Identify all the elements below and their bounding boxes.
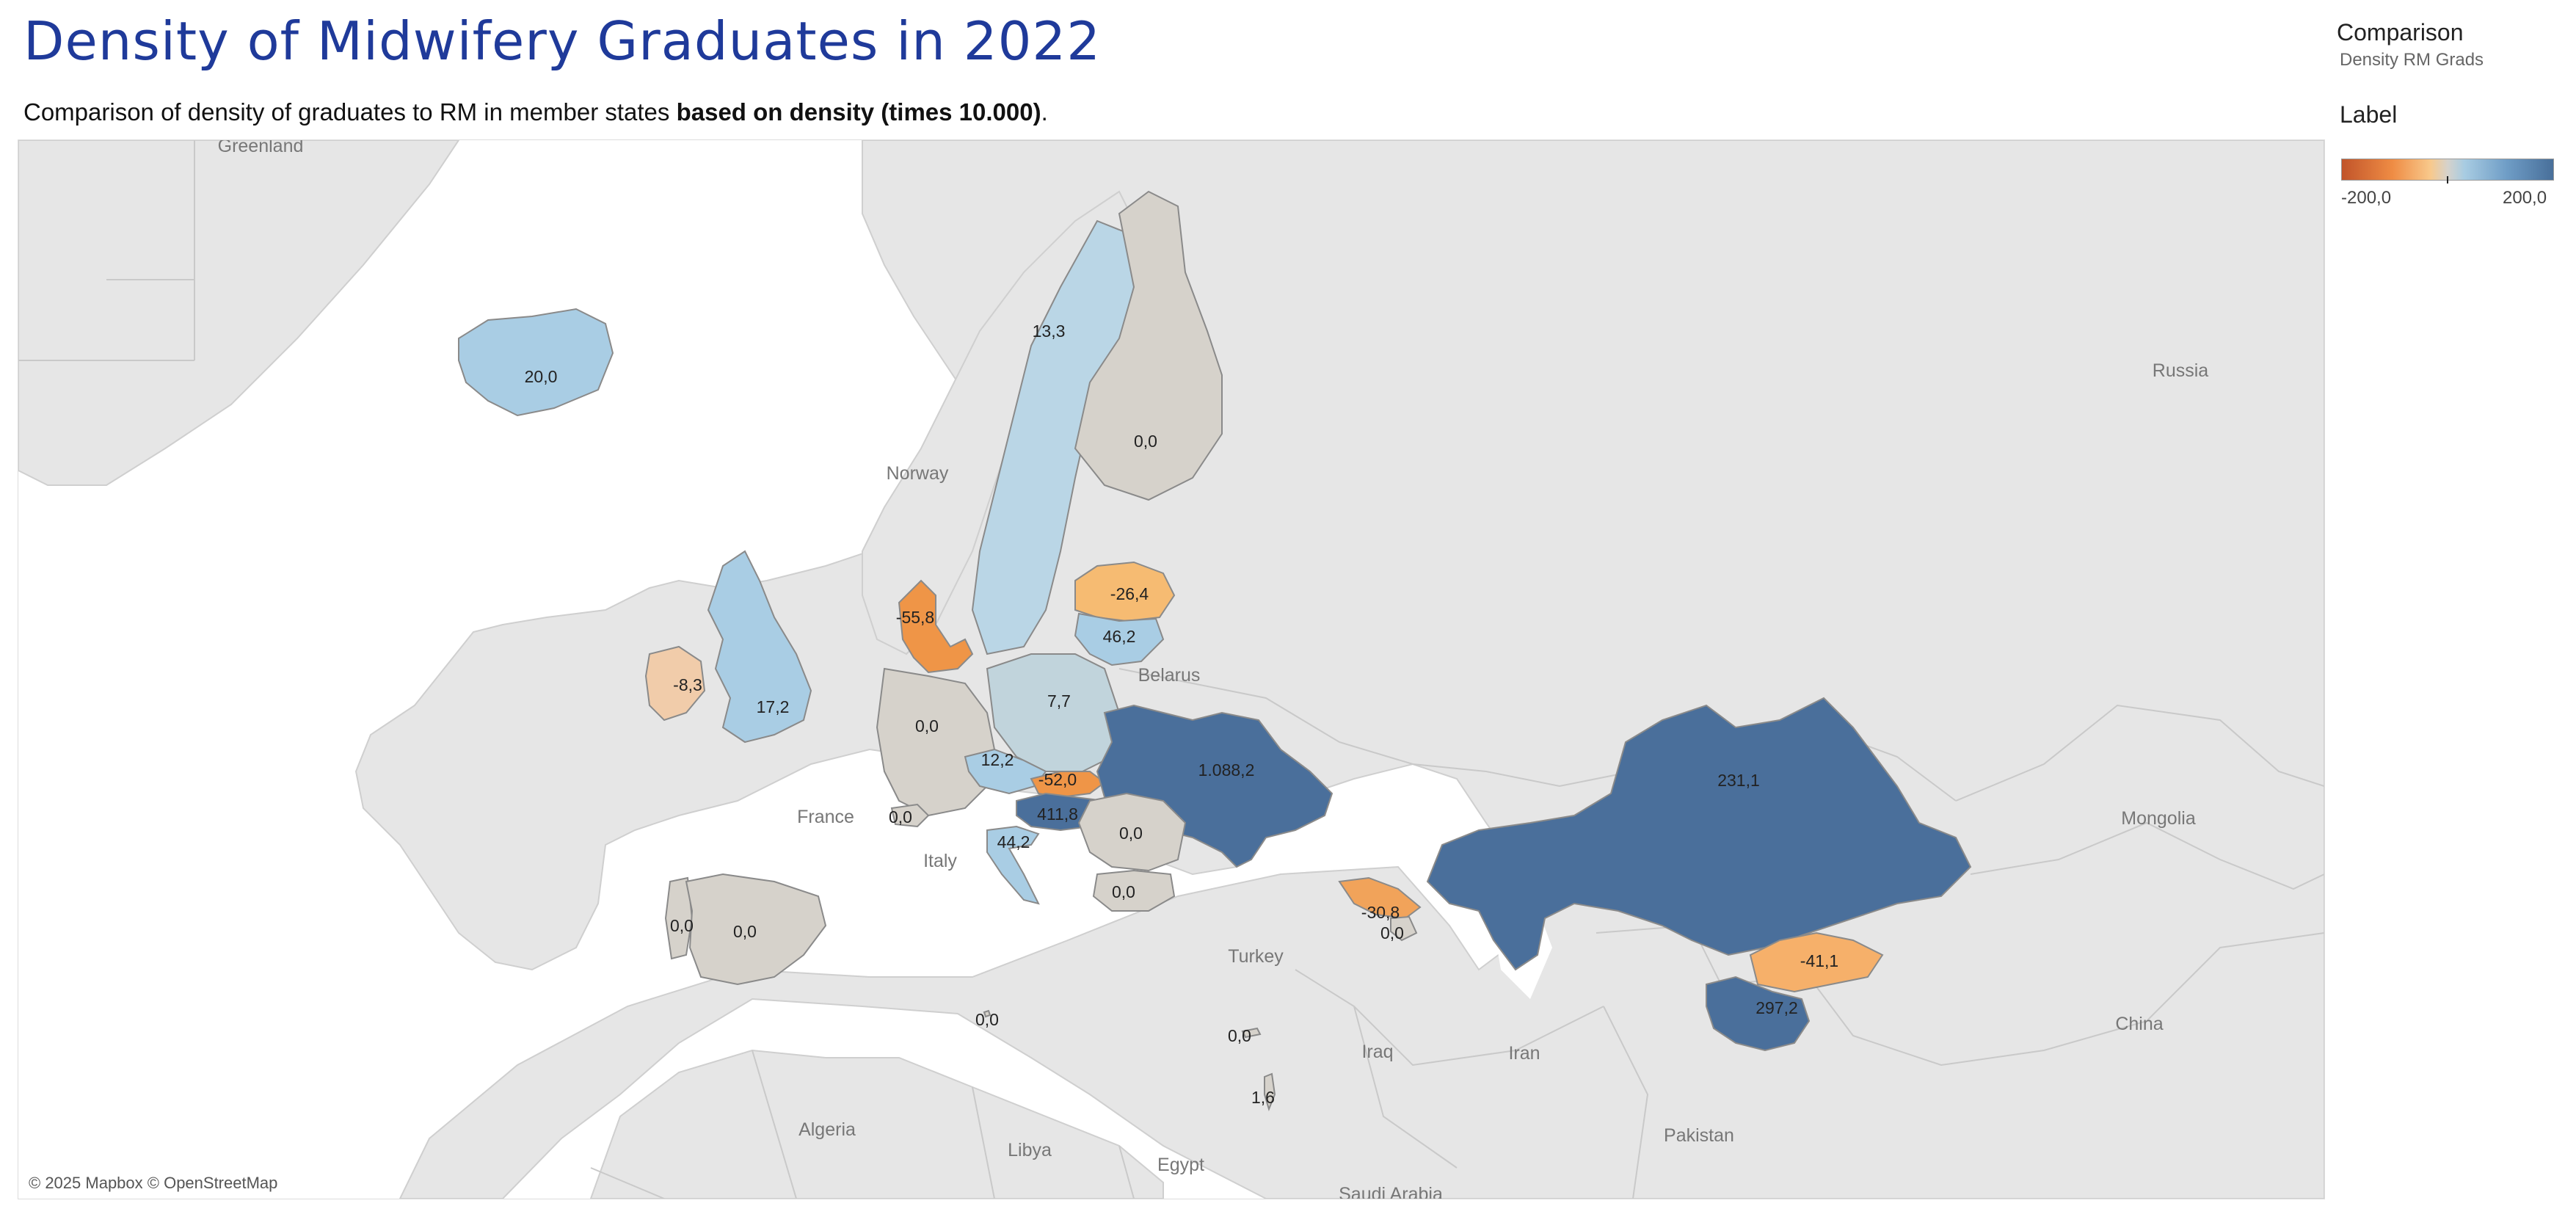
place-labels: Greenland Norway Belarus France Italy Tu… [218, 140, 2209, 1199]
value-label-armenia: 0,0 [1380, 923, 1404, 942]
basemap-north-africa [589, 1049, 1164, 1199]
country-finland[interactable] [1074, 190, 1223, 501]
subtitle-bold: based on density (times 10.000) [676, 98, 1041, 126]
place-label-libya: Libya [1008, 1140, 1052, 1160]
border-greenland-line [18, 140, 195, 361]
country-cyprus[interactable] [1241, 1027, 1262, 1039]
country-portugal[interactable] [664, 876, 694, 960]
place-label-china: China [2115, 1014, 2163, 1034]
map-svg: Greenland Norway Belarus France Italy Tu… [18, 140, 2324, 1199]
value-label-spain: 0,0 [733, 922, 757, 941]
country-switzerland[interactable] [890, 803, 930, 828]
value-label-malta: 0,0 [975, 1010, 999, 1029]
country-tajikistan[interactable] [1706, 976, 1811, 1052]
country-israel[interactable] [1264, 1072, 1276, 1112]
place-label-france: France [797, 807, 854, 827]
border-africa [590, 1050, 1135, 1199]
country-ireland[interactable] [644, 645, 706, 722]
value-label-iceland: 20,0 [525, 367, 558, 386]
legend-heading: Comparison [2337, 19, 2464, 46]
place-label-greenland: Greenland [218, 140, 304, 156]
place-label-norway: Norway [887, 463, 949, 484]
place-label-iraq: Iraq [1361, 1042, 1393, 1062]
value-label-tajikistan: 297,2 [1755, 998, 1798, 1017]
basemap [18, 140, 2324, 1199]
country-georgia[interactable] [1338, 876, 1422, 920]
value-label-croatia: 44,2 [997, 832, 1030, 851]
legend-max-label: 200,0 [2503, 188, 2547, 208]
subtitle-end: . [1041, 98, 1048, 126]
place-label-saudi-arabia: Saudi Arabia [1339, 1184, 1443, 1199]
value-label-slovakia: -52,0 [1038, 770, 1077, 789]
country-bulgaria[interactable] [1092, 869, 1176, 912]
place-label-egypt: Egypt [1157, 1155, 1204, 1175]
country-spain[interactable] [685, 873, 827, 986]
country-denmark[interactable] [898, 579, 974, 674]
legend-min-label: -200,0 [2341, 188, 2392, 208]
place-label-italy: Italy [923, 851, 957, 871]
legend-label: Label [2340, 101, 2398, 128]
value-label-poland: 7,7 [1047, 691, 1071, 711]
place-label-belarus: Belarus [1138, 665, 1201, 686]
border-mongolia [1970, 821, 2324, 890]
value-label-czechia: 12,2 [981, 750, 1014, 769]
map-attribution[interactable]: © 2025 Mapbox © OpenStreetMap [29, 1174, 278, 1192]
value-label-georgia: -30,8 [1361, 903, 1400, 922]
country-latvia[interactable] [1074, 561, 1176, 622]
value-label-finland: 0,0 [1134, 432, 1157, 451]
value-label-bulgaria: 0,0 [1112, 882, 1135, 901]
map-canvas[interactable]: Greenland Norway Belarus France Italy Tu… [18, 139, 2325, 1199]
subtitle: Comparison of density of graduates to RM… [23, 98, 1048, 126]
place-label-turkey: Turkey [1228, 946, 1284, 967]
country-germany[interactable] [876, 667, 996, 817]
value-label-switzerland: 0,0 [889, 807, 912, 827]
place-label-russia: Russia [2153, 360, 2209, 381]
place-label-mongolia: Mongolia [2121, 808, 2196, 829]
value-labels: 20,0 13,3 0,0 -55,8 -26,4 46,2 -8,3 17,2… [525, 321, 1839, 1107]
border-middle-east [1295, 969, 1649, 1199]
border-central-asia [1596, 704, 2324, 1067]
value-label-germany: 0,0 [915, 716, 939, 735]
legend-subheading: Density RM Grads [2340, 50, 2484, 70]
choropleth [458, 190, 1972, 1112]
place-label-iran: Iran [1508, 1043, 1540, 1064]
value-label-united-kingdom: 17,2 [757, 697, 790, 716]
country-kazakhstan[interactable] [1426, 697, 1972, 971]
value-label-portugal: 0,0 [670, 916, 694, 935]
basemap-greenland [18, 140, 460, 486]
country-kyrgyzstan[interactable] [1749, 931, 1884, 993]
country-united-kingdom[interactable] [707, 550, 812, 744]
value-label-denmark: -55,8 [896, 608, 934, 627]
country-iceland[interactable] [458, 308, 614, 417]
value-label-israel: 1,6 [1251, 1088, 1275, 1107]
value-label-kyrgyzstan: -41,1 [1800, 951, 1838, 970]
country-armenia[interactable] [1390, 915, 1418, 942]
value-label-kazakhstan: 231,1 [1717, 771, 1760, 790]
page-title: Density of Midwifery Graduates in 2022 [23, 10, 1102, 72]
value-label-latvia: -26,4 [1110, 584, 1149, 603]
country-romania[interactable] [1077, 792, 1187, 872]
subtitle-plain: Comparison of density of graduates to RM… [23, 98, 677, 126]
value-label-ukraine: 1.088,2 [1198, 760, 1255, 780]
value-label-cyprus: 0,0 [1228, 1026, 1251, 1045]
country-malta[interactable] [983, 1009, 992, 1018]
value-label-lithuania: 46,2 [1103, 627, 1136, 646]
country-lithuania[interactable] [1074, 612, 1165, 666]
legend-zero-tick [2447, 176, 2448, 184]
value-label-sweden: 13,3 [1033, 321, 1066, 341]
value-label-hungary: 411,8 [1037, 804, 1078, 824]
country-croatia[interactable] [986, 825, 1040, 905]
place-label-algeria: Algeria [798, 1119, 856, 1140]
value-label-ireland: -8,3 [673, 675, 702, 694]
value-label-romania: 0,0 [1119, 824, 1143, 843]
place-label-pakistan: Pakistan [1664, 1125, 1734, 1146]
